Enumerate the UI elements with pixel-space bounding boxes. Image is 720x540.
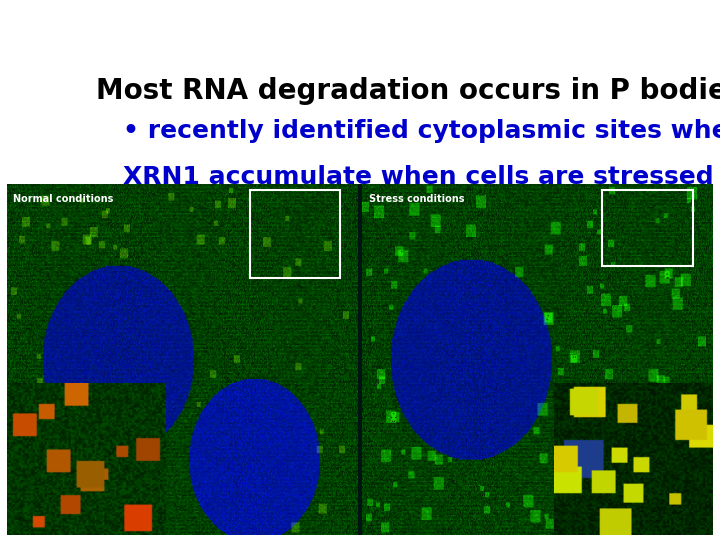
Bar: [250, 191, 341, 278]
Bar: [603, 191, 693, 266]
Text: Normal conditions: Normal conditions: [13, 194, 113, 204]
Text: XRN1 accumulate when cells are stressed: XRN1 accumulate when cells are stressed: [124, 165, 714, 188]
Text: • recently identified cytoplasmic sites where exosomes &: • recently identified cytoplasmic sites …: [124, 119, 720, 143]
Text: Most RNA degradation occurs in P bodies: Most RNA degradation occurs in P bodies: [96, 77, 720, 105]
Text: Stress conditions: Stress conditions: [369, 194, 464, 204]
